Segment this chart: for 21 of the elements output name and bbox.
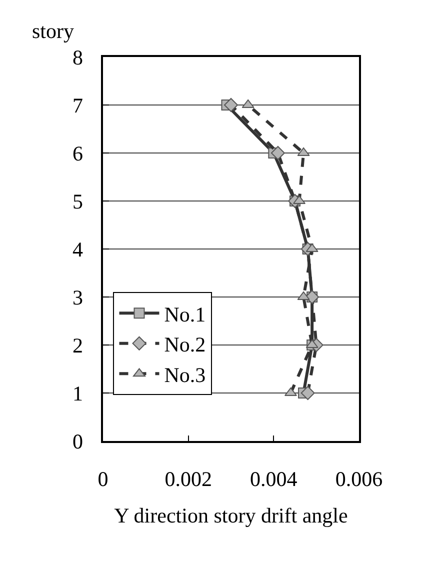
y-tick-label: 6 [72, 141, 84, 166]
y-tick-label: 8 [72, 45, 84, 70]
x-axis-title: Y direction story drift angle [114, 504, 348, 528]
x-tick-label: 0.004 [250, 466, 298, 491]
y-tick-label: 1 [72, 381, 84, 406]
legend-label: No.1 [164, 302, 206, 326]
legend-label: No.2 [164, 332, 206, 357]
legend-label: No.3 [164, 362, 206, 387]
y-tick-label: 3 [72, 285, 84, 310]
y-tick-label: 5 [72, 189, 84, 214]
x-tick-label: 0 [98, 466, 108, 491]
y-axis-title: story [32, 19, 74, 43]
x-tick-label: 0.006 [335, 466, 383, 491]
y-tick-label: 0 [72, 429, 84, 454]
y-tick-label: 2 [72, 333, 84, 358]
point [270, 146, 285, 160]
y-tick-label: 4 [72, 237, 84, 262]
point [300, 386, 315, 400]
point [224, 98, 238, 112]
y-tick-label: 7 [72, 93, 84, 118]
x-tick-label: 0.002 [164, 466, 212, 491]
